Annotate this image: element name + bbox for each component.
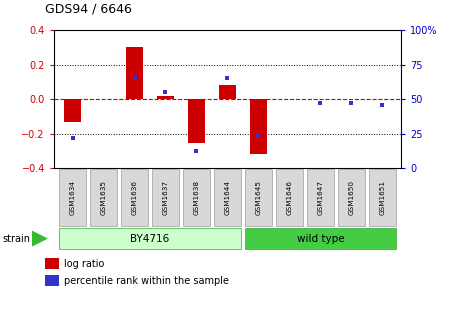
Text: strain: strain <box>2 234 30 244</box>
Bar <box>45 275 59 286</box>
Bar <box>157 96 174 99</box>
Text: GSM1638: GSM1638 <box>194 180 199 215</box>
FancyBboxPatch shape <box>245 169 272 226</box>
Text: GSM1646: GSM1646 <box>287 180 293 215</box>
Text: wild type: wild type <box>296 234 344 244</box>
FancyBboxPatch shape <box>214 169 241 226</box>
Text: GSM1636: GSM1636 <box>131 180 137 215</box>
FancyBboxPatch shape <box>307 169 334 226</box>
Bar <box>250 99 267 154</box>
Text: GDS94 / 6646: GDS94 / 6646 <box>45 2 131 15</box>
FancyBboxPatch shape <box>90 169 117 226</box>
Text: GSM1650: GSM1650 <box>348 180 355 215</box>
FancyBboxPatch shape <box>245 228 396 249</box>
Bar <box>64 99 81 122</box>
FancyBboxPatch shape <box>369 169 396 226</box>
Text: GSM1651: GSM1651 <box>379 180 386 215</box>
Bar <box>219 85 236 99</box>
Text: log ratio: log ratio <box>64 259 105 269</box>
FancyBboxPatch shape <box>121 169 148 226</box>
FancyBboxPatch shape <box>59 228 241 249</box>
FancyBboxPatch shape <box>152 169 179 226</box>
Text: GSM1644: GSM1644 <box>225 180 230 215</box>
Text: GSM1645: GSM1645 <box>256 180 261 215</box>
Text: GSM1637: GSM1637 <box>162 180 168 215</box>
Bar <box>45 258 59 269</box>
Text: GSM1647: GSM1647 <box>318 180 324 215</box>
FancyBboxPatch shape <box>338 169 365 226</box>
Text: BY4716: BY4716 <box>130 234 170 244</box>
Bar <box>126 47 143 99</box>
FancyBboxPatch shape <box>59 169 86 226</box>
Text: percentile rank within the sample: percentile rank within the sample <box>64 276 229 286</box>
Bar <box>188 99 205 143</box>
Text: GSM1635: GSM1635 <box>100 180 106 215</box>
FancyBboxPatch shape <box>183 169 210 226</box>
Text: GSM1634: GSM1634 <box>69 180 76 215</box>
FancyBboxPatch shape <box>276 169 303 226</box>
Polygon shape <box>32 230 48 247</box>
